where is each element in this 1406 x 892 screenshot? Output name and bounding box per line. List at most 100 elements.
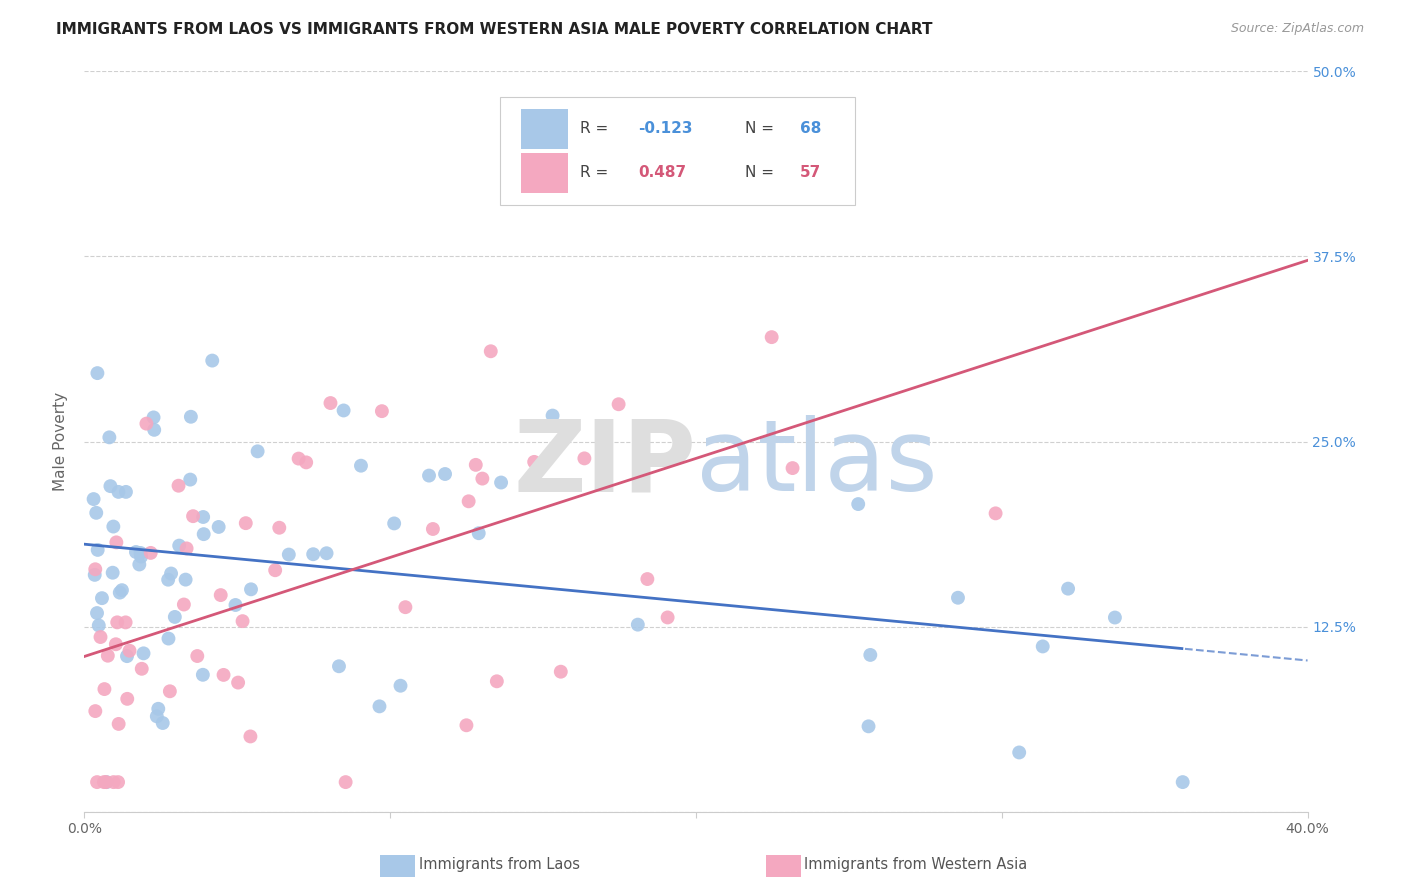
Point	[104, 637, 127, 651]
Text: R =: R =	[579, 121, 613, 136]
Point	[128, 558, 150, 572]
Point	[86, 366, 108, 380]
Point	[287, 451, 309, 466]
Point	[142, 410, 165, 425]
Text: 0.487: 0.487	[638, 165, 686, 180]
Point	[125, 545, 148, 559]
Point	[302, 547, 325, 561]
Point	[132, 646, 155, 660]
Point	[627, 617, 650, 632]
Point	[232, 614, 254, 628]
Point	[239, 730, 262, 744]
Text: R =: R =	[579, 165, 613, 180]
Point	[607, 397, 630, 411]
Y-axis label: Male Poverty: Male Poverty	[53, 392, 69, 491]
Text: 57: 57	[800, 165, 821, 180]
Text: 68: 68	[800, 121, 821, 136]
Point	[350, 458, 373, 473]
Point	[208, 520, 231, 534]
Point	[83, 491, 105, 506]
Point	[657, 610, 679, 624]
Point	[269, 521, 291, 535]
Point	[946, 591, 969, 605]
Point	[131, 662, 153, 676]
Point	[319, 396, 342, 410]
Point	[143, 423, 166, 437]
Point	[96, 775, 118, 789]
Point	[98, 430, 121, 444]
Point	[335, 775, 357, 789]
Point	[1171, 775, 1194, 789]
Point	[84, 506, 107, 520]
Point	[315, 546, 337, 560]
Point	[485, 674, 508, 689]
Point	[201, 353, 224, 368]
Point	[467, 526, 489, 541]
Point	[368, 699, 391, 714]
Point	[103, 519, 125, 533]
Text: Immigrants from Laos: Immigrants from Laos	[419, 857, 581, 871]
Point	[107, 717, 129, 731]
Point	[541, 409, 564, 423]
Point	[181, 509, 204, 524]
Point	[160, 566, 183, 581]
FancyBboxPatch shape	[522, 109, 568, 149]
Point	[108, 585, 131, 599]
Point	[117, 691, 139, 706]
Point	[115, 484, 138, 499]
Point	[179, 473, 201, 487]
Point	[418, 468, 440, 483]
Point	[636, 572, 658, 586]
Point	[782, 461, 804, 475]
Point	[464, 458, 486, 472]
Point	[550, 665, 572, 679]
Point	[91, 591, 114, 606]
Text: Immigrants from Western Asia: Immigrants from Western Asia	[804, 857, 1028, 871]
Point	[157, 573, 180, 587]
Point	[105, 615, 128, 630]
Point	[107, 775, 129, 789]
Point	[422, 522, 444, 536]
Point	[157, 632, 180, 646]
Point	[382, 516, 405, 531]
Point	[84, 562, 107, 576]
Point	[209, 588, 232, 602]
Text: atlas: atlas	[696, 416, 938, 512]
Point	[371, 404, 394, 418]
Point	[226, 675, 249, 690]
Point	[129, 549, 152, 564]
Point	[84, 704, 107, 718]
Point	[434, 467, 457, 481]
Point	[167, 539, 190, 553]
Point	[235, 516, 257, 531]
Point	[859, 648, 882, 662]
Point	[167, 479, 190, 493]
Point	[1032, 640, 1054, 654]
Point	[135, 417, 157, 431]
Point	[111, 583, 134, 598]
Point	[858, 719, 880, 733]
Point	[191, 510, 214, 524]
FancyBboxPatch shape	[522, 153, 568, 194]
Point	[173, 598, 195, 612]
Point	[471, 472, 494, 486]
Point	[114, 615, 136, 630]
Point	[100, 479, 122, 493]
Point	[93, 775, 115, 789]
Text: -0.123: -0.123	[638, 121, 693, 136]
Point	[115, 649, 138, 664]
Point	[118, 643, 141, 657]
Point	[1008, 746, 1031, 760]
Text: N =: N =	[745, 121, 779, 136]
Point	[191, 667, 214, 681]
Point	[479, 344, 502, 359]
Point	[107, 484, 129, 499]
Point	[328, 659, 350, 673]
Point	[761, 330, 783, 344]
Point	[93, 682, 115, 697]
Point	[129, 546, 152, 560]
Point	[277, 548, 299, 562]
Point	[148, 702, 170, 716]
Point	[394, 600, 416, 615]
Point	[489, 475, 512, 490]
